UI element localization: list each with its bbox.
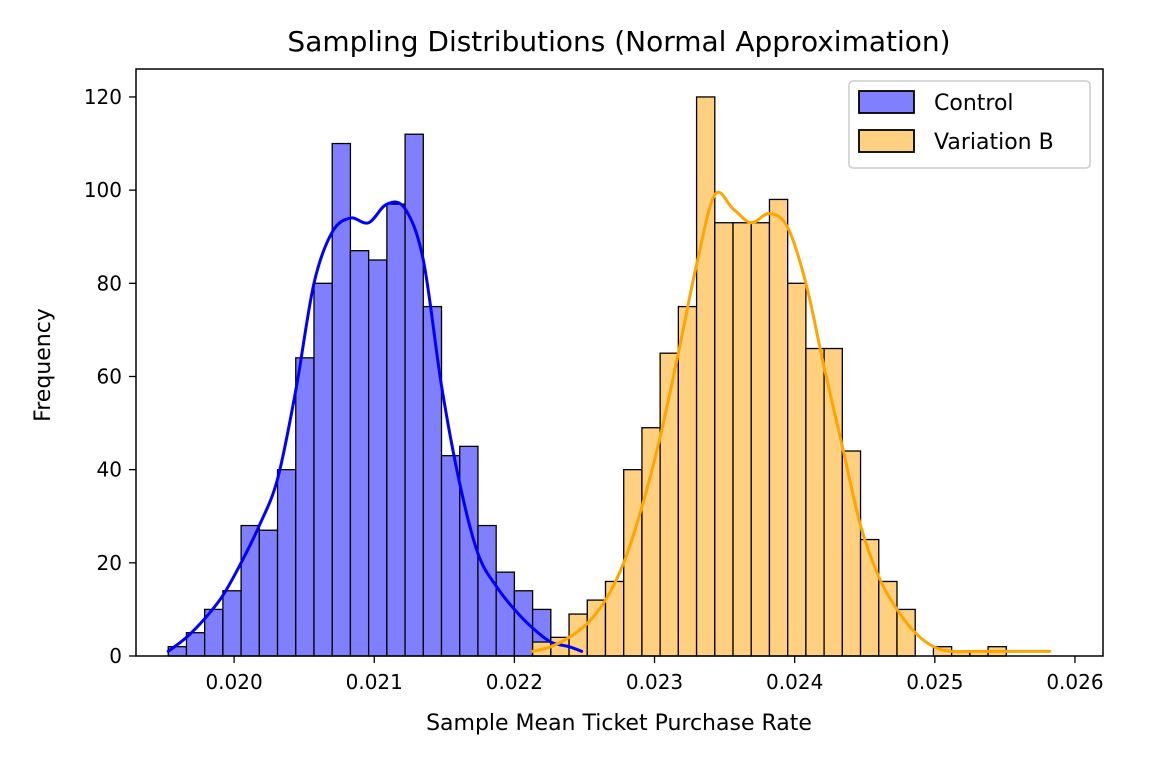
histogram-bar: [440, 455, 461, 657]
histogram-bar: [805, 347, 825, 657]
y-tick-label: 100: [84, 178, 122, 202]
series-0-bars: [167, 133, 570, 657]
x-tick-label: 0.023: [626, 670, 683, 694]
histogram-bar: [586, 599, 607, 657]
histogram-bar: [677, 305, 698, 657]
histogram-bar: [495, 571, 516, 657]
y-tick-label: 120: [84, 85, 122, 109]
histogram-bar: [768, 198, 789, 657]
y-tick-label: 40: [97, 458, 122, 482]
histogram-bar: [477, 524, 497, 657]
histogram-bar: [714, 222, 734, 657]
series-0-kde-line: [166, 200, 584, 653]
histogram-bar: [641, 427, 661, 657]
histogram-bar: [823, 347, 843, 657]
y-tick-label: 0: [109, 644, 122, 668]
legend-swatch: [858, 129, 915, 153]
histogram-bar: [695, 96, 716, 657]
histogram-bar: [732, 222, 752, 657]
x-tick-label: 0.024: [766, 670, 823, 694]
plot-area: [166, 96, 1052, 657]
histogram-bar: [787, 282, 807, 657]
histogram-bar: [896, 608, 916, 657]
y-axis-ticks: 0 20 40 60 80 100 120: [84, 85, 136, 668]
x-axis-ticks: 0.020 0.021 0.022 0.023 0.024 0.025 0.026: [205, 656, 1104, 694]
histogram-bar: [258, 529, 279, 657]
histogram-bar: [367, 259, 388, 657]
histogram-bar: [295, 357, 315, 657]
histogram-bar: [313, 282, 333, 657]
legend-swatch: [858, 90, 915, 114]
y-tick-label: 60: [97, 364, 122, 388]
legend-label: Variation B: [934, 130, 1054, 155]
histogram-bar: [750, 222, 771, 657]
histogram-bar: [459, 445, 479, 657]
histogram-bar: [513, 590, 534, 657]
x-tick-label: 0.026: [1046, 670, 1103, 694]
y-tick-label: 80: [97, 271, 122, 295]
x-tick-label: 0.020: [205, 670, 262, 694]
x-tick-label: 0.022: [486, 670, 543, 694]
x-axis-label: Sample Mean Ticket Purchase Rate: [426, 711, 812, 736]
plot-frame: [135, 68, 1104, 657]
legend-label: Control: [934, 91, 1014, 116]
legend: Control Variation B: [848, 80, 1091, 169]
y-tick-label: 20: [97, 551, 122, 575]
y-axis-label: Frequency: [31, 308, 56, 422]
histogram-bar: [222, 590, 242, 657]
chart-title: Sampling Distributions (Normal Approxima…: [287, 25, 950, 58]
series-1-kde-line: [531, 190, 1052, 654]
histogram-bar: [623, 469, 643, 657]
histogram-bar: [349, 250, 370, 657]
x-tick-label: 0.025: [906, 670, 963, 694]
series-1-bars: [531, 96, 1007, 657]
histogram-bar: [276, 469, 297, 657]
x-tick-label: 0.021: [346, 670, 403, 694]
histogram-bar: [386, 203, 406, 657]
